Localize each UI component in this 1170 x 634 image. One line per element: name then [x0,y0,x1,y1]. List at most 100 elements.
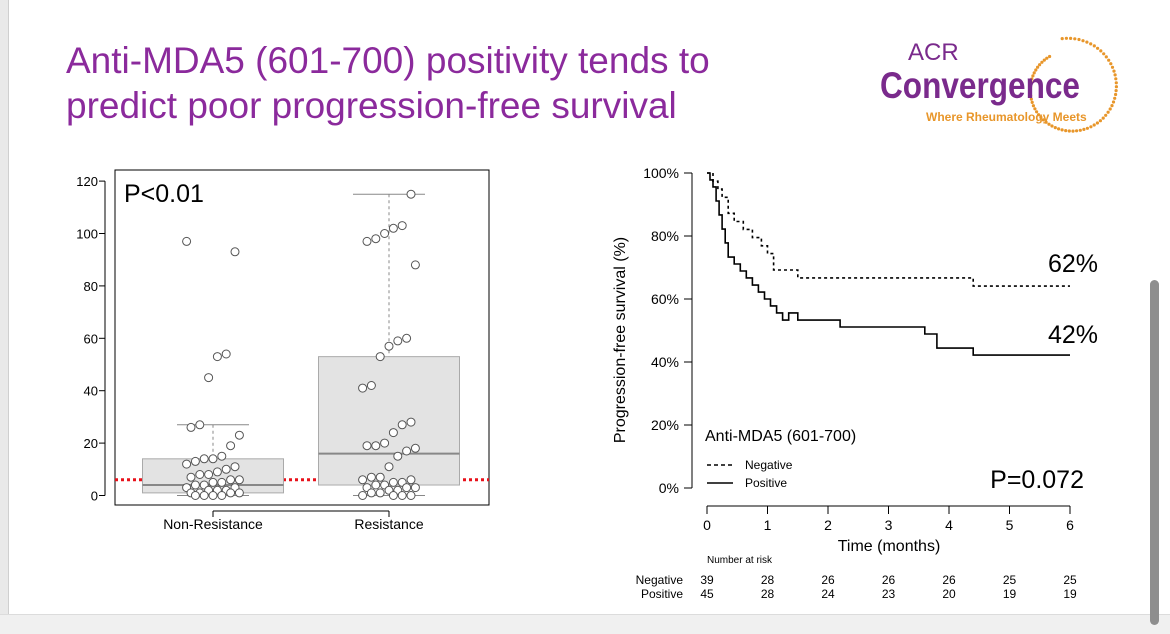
risk-table-cell: 26 [821,573,835,587]
box-plot-p-value: P<0.01 [124,180,204,208]
box-plot-x-tick-label: Non-Resistance [163,516,263,532]
box-plot-point [205,374,213,382]
risk-table-cell: 25 [1063,573,1077,587]
box-plot-point [227,442,235,450]
box-plot-point [389,478,397,486]
box-plot-x-axis: Non-Resistance Resistance [163,511,424,532]
box-plot-point [363,237,371,245]
survival-x-tick-label: 6 [1066,517,1074,533]
logo-dot [1096,47,1099,50]
box-plot-point [372,442,380,450]
logo-dot [1077,38,1080,41]
survival-y-axis-label: Progression-free survival (%) [612,237,629,443]
box-plot-point [235,476,243,484]
risk-table-cell: 19 [1063,587,1077,601]
risk-table-cell: 25 [1003,573,1017,587]
box-plot-point [372,481,380,489]
survival-curves [707,173,1070,355]
box-plot-point [191,457,199,465]
logo-dot [1075,129,1078,132]
survival-x-tick-label: 2 [824,517,832,533]
risk-table-cell: 26 [942,573,956,587]
logo-dot [1115,81,1118,84]
box-plot-point [227,489,235,497]
box-plot-point [205,471,213,479]
logo-dot [1081,39,1084,42]
box-plot-point [209,492,217,500]
box-plot-point [407,418,415,426]
scrollbar[interactable] [1150,280,1159,625]
box-plot-point [398,492,406,500]
survival-label-negative-end: 62% [1048,250,1098,278]
box-plot-point [376,353,384,361]
logo-dot [1069,37,1072,40]
survival-x-tick-label: 0 [703,517,711,533]
logo-dot [1093,123,1096,126]
logo-dot [1102,117,1105,120]
survival-y-tick-label: 20% [651,417,679,433]
logo-dot [1082,128,1085,131]
logo-dot [1064,129,1067,132]
survival-legend-title: Anti-MDA5 (601-700) [705,428,856,445]
box-plot-y-tick-label: 100 [76,227,98,242]
box-plot-point [209,455,217,463]
box-non-resistance [143,459,284,493]
box-plot-point [394,452,402,460]
survival-y-axis: 0%20%40%60%80%100% [643,165,692,496]
box-plot-point [363,442,371,450]
box-plot-x-tick-label: Resistance [354,516,423,532]
box-plot-y-tick-label: 20 [84,436,98,451]
box-plot-point [367,473,375,481]
logo-dot [1114,93,1117,96]
box-plot-point [407,190,415,198]
logo-dot [1093,44,1096,47]
logo-dot [1099,49,1102,52]
risk-table-row-label: Positive [641,587,683,601]
risk-table-row-label: Negative [636,573,684,587]
slide-bottom-edge [0,614,1170,634]
logo-dot [1073,37,1076,40]
slide-title-line-2: predict poor progression-free survival [66,83,866,128]
box-plot-point [385,342,393,350]
box-plot-y-tick-label: 0 [91,489,98,504]
box-plot-y-tick-label: 40 [84,384,98,399]
risk-table-cell: 20 [942,587,956,601]
logo-dot [1086,127,1089,130]
box-plot-point [235,489,243,497]
logo-dot [1107,59,1110,62]
survival-curve-negative [707,173,1070,286]
box-plot-point [222,465,230,473]
box-plot-point [403,447,411,455]
box-plot-point [381,230,389,238]
box-plot-point [376,489,384,497]
box-plot-point [398,222,406,230]
logo-dot [1115,85,1118,88]
logo-dot [1040,61,1043,64]
box-plot-point [376,473,384,481]
logo-dot [1096,121,1099,124]
box-plot-point [191,481,199,489]
legend-negative-label: Negative [745,458,793,472]
logo-dot [1111,66,1114,69]
survival-x-tick-label: 3 [885,517,893,533]
risk-table-cell: 19 [1003,587,1017,601]
box-plot-point [196,471,204,479]
box-plot-point [200,492,208,500]
box-plot-point [385,463,393,471]
box-plot-point [359,492,367,500]
survival-x-axis: 0 1 2 3 4 5 6 [703,506,1074,533]
box-plot-point [231,248,239,256]
survival-x-tick-label: 1 [764,517,772,533]
box-plot-y-tick-label: 60 [84,331,98,346]
box-plot-point [367,489,375,497]
box-plot-point [183,237,191,245]
box-plot-chart: 020406080100120 Non-Resistance Resistance… [60,160,500,545]
box-plot-y-tick-label: 80 [84,279,98,294]
logo-acr-text: ACR [908,39,959,66]
logo-dot [1102,52,1105,55]
slide-title: Anti-MDA5 (601-700) positivity tends to … [66,38,866,128]
survival-y-tick-label: 60% [651,291,679,307]
box-plot-point [411,484,419,492]
logo-dot [1050,124,1053,127]
box-plot-point [367,382,375,390]
